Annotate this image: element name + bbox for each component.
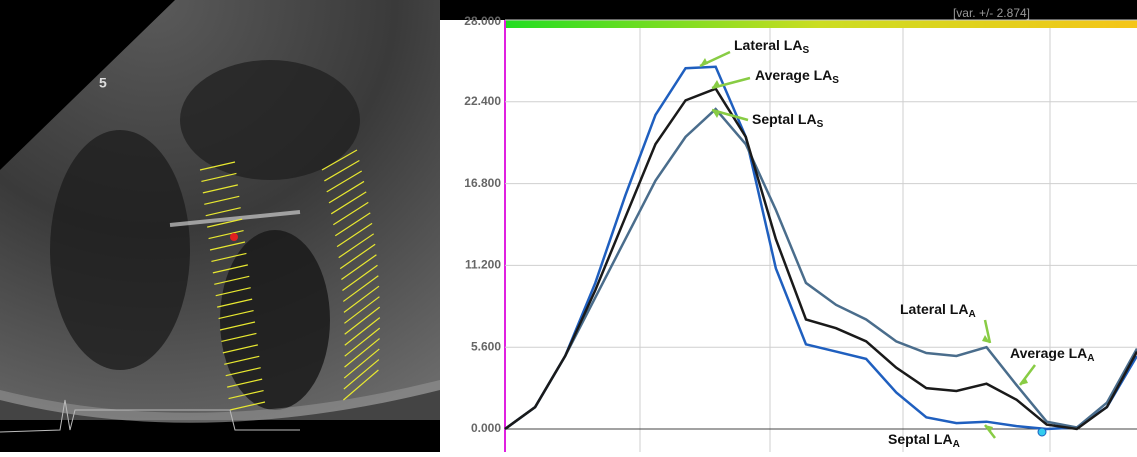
annotation-sub: A <box>953 439 960 450</box>
y-tick-label: 16.800 <box>464 176 501 190</box>
marker <box>1038 428 1046 436</box>
annotation-text: Average LA <box>755 67 832 83</box>
y-tick-label: 28.000 <box>464 14 501 28</box>
annotation-sub: S <box>832 75 839 86</box>
annotation-sub: S <box>802 45 809 56</box>
annotation-text: Septal LA <box>752 111 817 127</box>
annotation-sub: S <box>817 119 824 130</box>
annotation-text: Average LA <box>1010 345 1087 361</box>
annotation-sub: A <box>968 309 975 320</box>
annotation-text: Septal LA <box>888 431 953 447</box>
y-tick-label: 5.600 <box>471 339 501 353</box>
y-tick-label: 11.200 <box>465 258 501 272</box>
y-tick-label: 0.000 <box>471 421 501 435</box>
page: 5 [var. +/- 2.874] 0.000 5.600 11.200 16.80… <box>0 0 1137 452</box>
y-tick-label: 22.400 <box>464 94 501 108</box>
status-text: [var. +/- 2.874] <box>953 6 1030 20</box>
annotation-sub: A <box>1087 353 1094 364</box>
echo-image: 5 <box>0 0 440 452</box>
annotation-text: Lateral LA <box>734 37 802 53</box>
depth-label: 5 <box>99 75 107 91</box>
annotation-text: Lateral LA <box>900 301 968 317</box>
